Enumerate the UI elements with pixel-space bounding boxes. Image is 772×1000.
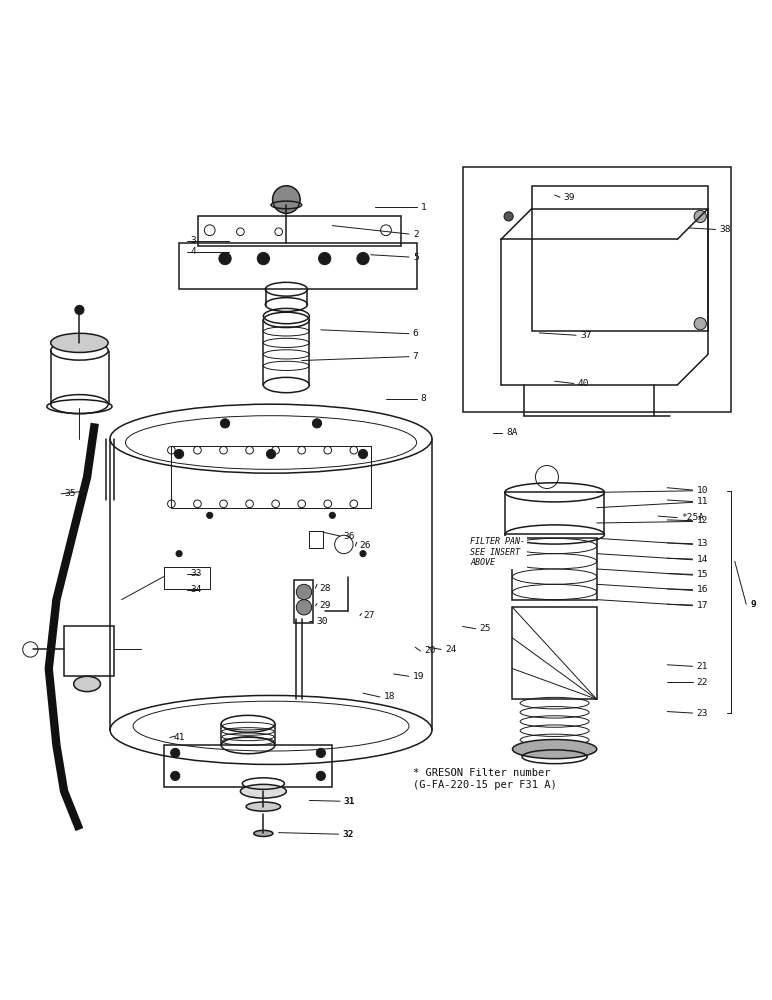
Ellipse shape xyxy=(73,676,100,692)
Text: 6: 6 xyxy=(413,329,418,338)
Text: 32: 32 xyxy=(342,830,354,839)
Bar xyxy=(179,243,417,289)
Text: 26: 26 xyxy=(359,541,371,550)
Bar xyxy=(310,531,323,548)
Text: 38: 38 xyxy=(720,225,731,234)
Bar xyxy=(513,538,597,600)
Circle shape xyxy=(357,252,369,265)
Ellipse shape xyxy=(51,333,108,352)
Bar xyxy=(198,216,401,246)
Circle shape xyxy=(317,771,326,781)
Circle shape xyxy=(174,449,184,459)
Circle shape xyxy=(257,252,269,265)
Text: 33: 33 xyxy=(191,569,202,578)
Text: 8: 8 xyxy=(421,394,426,403)
Text: 11: 11 xyxy=(696,497,708,506)
Text: 3: 3 xyxy=(191,236,196,245)
Text: 35: 35 xyxy=(65,489,76,498)
Text: 12: 12 xyxy=(696,516,708,525)
Text: 37: 37 xyxy=(580,331,591,340)
Text: 34: 34 xyxy=(191,585,202,594)
Text: 39: 39 xyxy=(564,193,575,202)
Text: 31: 31 xyxy=(344,797,355,806)
Text: 22: 22 xyxy=(696,678,708,687)
Text: * GRESON Filter number
(G-FA-220-15 per F31 A): * GRESON Filter number (G-FA-220-15 per … xyxy=(413,768,557,790)
Text: 20: 20 xyxy=(425,646,436,655)
Text: 16: 16 xyxy=(696,585,708,594)
Bar xyxy=(462,167,731,412)
Text: 9: 9 xyxy=(750,600,756,609)
Circle shape xyxy=(273,186,300,213)
Text: FILTER PAN-
SEE INSERT
ABOVE: FILTER PAN- SEE INSERT ABOVE xyxy=(470,537,525,567)
Circle shape xyxy=(171,748,180,758)
Text: 24: 24 xyxy=(445,645,456,654)
Text: 23: 23 xyxy=(696,709,708,718)
Circle shape xyxy=(266,449,276,459)
Text: 4: 4 xyxy=(191,247,196,256)
Bar xyxy=(505,492,604,534)
Bar xyxy=(513,607,597,699)
Text: 41: 41 xyxy=(174,733,185,742)
Circle shape xyxy=(504,212,513,221)
Text: 14: 14 xyxy=(696,555,708,564)
Text: 25: 25 xyxy=(479,624,491,633)
Text: 2: 2 xyxy=(413,230,418,239)
Bar xyxy=(164,745,333,787)
Ellipse shape xyxy=(246,802,280,811)
Circle shape xyxy=(219,252,231,265)
Circle shape xyxy=(330,512,335,518)
Circle shape xyxy=(694,318,706,330)
Circle shape xyxy=(171,771,180,781)
Text: 8A: 8A xyxy=(506,428,518,437)
Text: 30: 30 xyxy=(317,617,328,626)
Text: 21: 21 xyxy=(696,662,708,671)
Text: 15: 15 xyxy=(696,570,708,579)
Text: 13: 13 xyxy=(696,539,708,548)
Circle shape xyxy=(207,512,213,518)
Ellipse shape xyxy=(254,830,273,836)
Circle shape xyxy=(313,419,322,428)
Text: 36: 36 xyxy=(344,532,355,541)
Text: 29: 29 xyxy=(320,601,331,610)
Bar xyxy=(64,626,114,676)
Circle shape xyxy=(176,551,182,557)
Circle shape xyxy=(221,419,229,428)
Bar xyxy=(294,580,313,623)
Text: 19: 19 xyxy=(413,672,425,681)
Bar xyxy=(164,567,210,589)
Text: 5: 5 xyxy=(413,253,418,262)
Bar xyxy=(532,186,708,331)
Circle shape xyxy=(296,600,312,615)
Text: 7: 7 xyxy=(413,352,418,361)
Ellipse shape xyxy=(513,740,597,759)
Text: *25A: *25A xyxy=(681,513,704,522)
Text: 27: 27 xyxy=(364,611,375,620)
Text: 40: 40 xyxy=(577,379,589,388)
Bar xyxy=(171,446,371,508)
Ellipse shape xyxy=(240,784,286,798)
Text: 28: 28 xyxy=(320,584,331,593)
Text: 18: 18 xyxy=(384,692,395,701)
Text: 1: 1 xyxy=(421,203,426,212)
Circle shape xyxy=(360,551,366,557)
Circle shape xyxy=(694,210,706,223)
Circle shape xyxy=(75,305,84,315)
Circle shape xyxy=(319,252,331,265)
Circle shape xyxy=(358,449,367,459)
Text: 10: 10 xyxy=(696,486,708,495)
Text: 17: 17 xyxy=(696,601,708,610)
Circle shape xyxy=(317,748,326,758)
Circle shape xyxy=(296,584,312,600)
